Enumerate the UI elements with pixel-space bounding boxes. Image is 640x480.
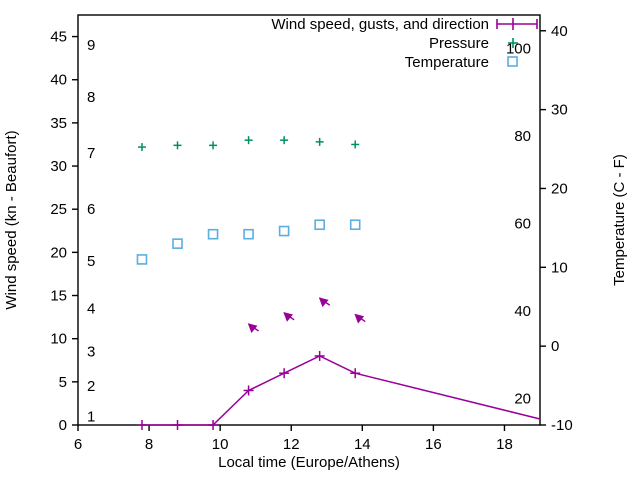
beaufort-label: 2 <box>87 378 95 395</box>
legend-swatch-pressure <box>508 38 518 48</box>
wind-data-point <box>350 368 361 379</box>
y-tick-label: 5 <box>59 374 67 391</box>
wind-direction-arrow <box>247 323 259 333</box>
temperature-data-point <box>207 228 219 240</box>
beaufort-label: 8 <box>87 89 95 106</box>
y2-axis-ticks: -10 0 10 20 30 40 <box>540 23 573 434</box>
temperature-data-point <box>314 219 325 231</box>
wind-data-point <box>314 350 325 361</box>
pressure-data-point <box>173 141 182 150</box>
pressure-data-point <box>209 141 218 150</box>
beaufort-label: 6 <box>87 201 95 218</box>
pressure-data-point <box>351 140 360 149</box>
y-tick-label: 10 <box>50 331 67 348</box>
y-tick-label: 40 <box>50 72 67 89</box>
x-tick-label: 12 <box>283 436 300 453</box>
legend-swatch-temperature <box>507 56 518 67</box>
fahrenheit-label: 20 <box>514 391 531 408</box>
y2-axis-title: Temperature (C - F) <box>611 154 628 286</box>
wind-speed-series <box>136 350 541 430</box>
x-tick-label: 14 <box>354 436 371 453</box>
x-tick-label: 10 <box>212 436 229 453</box>
y2-tick-label: 0 <box>551 338 559 355</box>
fahrenheit-label: 60 <box>514 216 531 233</box>
beaufort-label: 4 <box>87 300 95 317</box>
legend-label-temperature: Temperature <box>405 54 489 71</box>
beaufort-label: 9 <box>87 37 95 54</box>
y-axis-ticks: 0 5 10 15 20 25 30 35 40 45 <box>50 29 78 434</box>
y2-tick-label: 20 <box>551 180 568 197</box>
wind-speed-line <box>142 355 541 426</box>
wind-data-point <box>279 368 290 379</box>
beaufort-label: 1 <box>87 408 95 425</box>
temperature-data-point <box>136 254 148 265</box>
y-tick-label: 25 <box>50 201 67 218</box>
y2-tick-label: 30 <box>551 102 568 119</box>
x-tick-label: 6 <box>74 436 82 453</box>
y-tick-label: 15 <box>50 288 67 305</box>
y-tick-label: 35 <box>50 115 67 132</box>
y-tick-label: 30 <box>50 158 67 175</box>
pressure-data-point <box>280 136 289 145</box>
y2-tick-label: 10 <box>551 259 568 276</box>
fahrenheit-label: 80 <box>514 128 531 145</box>
pressure-data-point <box>244 136 253 145</box>
temperature-data-point <box>172 238 183 249</box>
x-axis-ticks: 6 8 10 12 14 16 18 <box>74 425 513 453</box>
temperature-data-point <box>349 219 361 231</box>
y2-tick-label: 40 <box>551 23 568 40</box>
chart-legend: Wind speed, gusts, and direction Pressur… <box>271 16 538 71</box>
pressure-data-point <box>137 143 146 152</box>
wind-data-point <box>172 420 183 430</box>
y2-tick-label: -10 <box>551 417 573 434</box>
wind-direction-arrows <box>247 297 366 333</box>
temperature-data-point <box>243 228 254 240</box>
legend-swatch-wind <box>496 18 538 30</box>
legend-label-wind: Wind speed, gusts, and direction <box>271 16 489 33</box>
x-tick-label: 8 <box>145 436 153 453</box>
y-tick-label: 20 <box>50 244 67 261</box>
x-axis-title: Local time (Europe/Athens) <box>218 454 400 471</box>
wind-data-point <box>208 420 219 430</box>
y-axis-beaufort-labels: 1 2 3 4 5 6 7 8 9 <box>87 37 95 425</box>
plot-frame <box>77 14 541 426</box>
wind-direction-arrow <box>354 313 366 324</box>
wind-direction-arrow <box>318 297 331 308</box>
temperature-data-point <box>278 225 290 237</box>
x-tick-label: 16 <box>425 436 442 453</box>
wind-data-point <box>136 420 147 430</box>
pressure-data-point <box>315 137 324 146</box>
fahrenheit-label: 40 <box>514 303 531 320</box>
y-tick-label: 0 <box>59 417 67 434</box>
wind-data-point <box>243 385 254 396</box>
beaufort-label: 5 <box>87 253 95 270</box>
x-tick-label: 18 <box>496 436 513 453</box>
temperature-series <box>136 219 361 265</box>
beaufort-label: 7 <box>87 145 95 162</box>
y-axis-title: Wind speed (kn - Beaufort) <box>3 130 20 309</box>
y-tick-label: 45 <box>50 29 67 46</box>
beaufort-label: 3 <box>87 344 95 361</box>
legend-label-pressure: Pressure <box>429 35 489 52</box>
wind-direction-arrow <box>283 312 295 322</box>
pressure-series <box>137 136 360 152</box>
